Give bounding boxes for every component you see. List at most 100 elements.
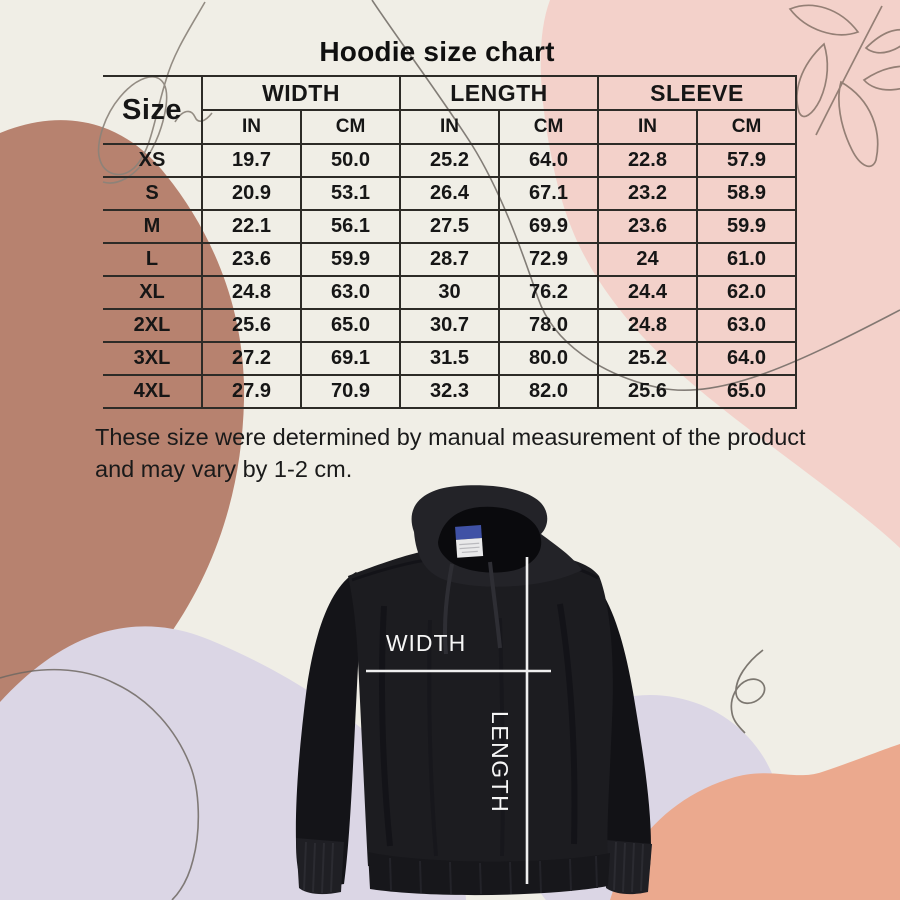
table-cell: 64.0 [696, 341, 797, 376]
note-text: These size were determined by manual mea… [95, 421, 855, 485]
page-title: Hoodie size chart [319, 36, 555, 67]
table-cell: 24.4 [597, 275, 698, 310]
table-cell: 19.7 [201, 143, 302, 178]
unit-header: IN [201, 109, 302, 145]
table-cell: 69.1 [300, 341, 401, 376]
table-cell: 25.2 [399, 143, 500, 178]
table-cell: 59.9 [696, 209, 797, 244]
group-header-length: LENGTH [399, 75, 599, 111]
table-cell: 76.2 [498, 275, 599, 310]
table-row: M 22.1 56.1 27.5 69.9 23.6 59.9 [103, 209, 797, 244]
hoodie-drawstrings [442, 561, 502, 655]
length-label: LENGTH [487, 711, 513, 814]
hoodie-right-sleeve [574, 566, 651, 891]
table-cell: 32.3 [399, 374, 500, 409]
note-line-1: These size were determined by manual mea… [95, 424, 806, 450]
hoodie-photo [295, 485, 652, 896]
table-row: 3XL 27.2 69.1 31.5 80.0 25.2 64.0 [103, 341, 797, 376]
table-cell: 25.6 [201, 308, 302, 343]
table-cell: 65.0 [696, 374, 797, 409]
hoodie-creases [351, 556, 599, 857]
width-label: WIDTH [385, 630, 467, 656]
table-body: XS 19.7 50.0 25.2 64.0 22.8 57.9 S 20.9 53.1 26.4 6… [103, 143, 797, 409]
table-cell: 25.2 [597, 341, 698, 376]
table-cell: 23.6 [201, 242, 302, 277]
table-cell: 78.0 [498, 308, 599, 343]
table-cell: 24 [597, 242, 698, 277]
group-header-sleeve: SLEEVE [597, 75, 797, 111]
size-cell: M [103, 209, 203, 244]
table-cell: 80.0 [498, 341, 599, 376]
table-cell: 57.9 [696, 143, 797, 178]
table-cell: 27.2 [201, 341, 302, 376]
table-cell: 61.0 [696, 242, 797, 277]
squiggle-line-bottom-left [0, 668, 200, 900]
unit-header: IN [597, 109, 698, 145]
table-row: 4XL 27.9 70.9 32.3 82.0 25.6 65.0 [103, 374, 797, 409]
table-cell: 63.0 [300, 275, 401, 310]
table-header: Size WIDTH LENGTH SLEEVE IN CM IN CM IN CM [103, 75, 797, 145]
unit-header: CM [696, 109, 797, 145]
size-cell: XL [103, 275, 203, 310]
group-header-width: WIDTH [201, 75, 401, 111]
size-cell: XS [103, 143, 203, 178]
note-line-2: and may vary by 1-2 cm. [95, 456, 353, 482]
size-cell: 3XL [103, 341, 203, 376]
hoodie-left-cuff [296, 838, 344, 895]
table-cell: 82.0 [498, 374, 599, 409]
table-cell: 24.8 [201, 275, 302, 310]
table-cell: 27.9 [201, 374, 302, 409]
size-cell: L [103, 242, 203, 277]
table-cell: 59.9 [300, 242, 401, 277]
hoodie-hem [368, 852, 610, 896]
table-cell: 67.1 [498, 176, 599, 211]
unit-header: CM [498, 109, 599, 145]
table-cell: 20.9 [201, 176, 302, 211]
hoodie-body [348, 547, 613, 873]
table-cell: 62.0 [696, 275, 797, 310]
size-cell: 2XL [103, 308, 203, 343]
size-column-header: Size [103, 75, 203, 145]
table-cell: 70.9 [300, 374, 401, 409]
table-cell: 27.5 [399, 209, 500, 244]
size-cell: S [103, 176, 203, 211]
table-cell: 56.1 [300, 209, 401, 244]
table-cell: 26.4 [399, 176, 500, 211]
table-cell: 53.1 [300, 176, 401, 211]
table-cell: 24.8 [597, 308, 698, 343]
table-cell: 69.9 [498, 209, 599, 244]
size-chart-table: Size WIDTH LENGTH SLEEVE IN CM IN CM IN CM XS 19.7… [103, 75, 797, 409]
hoodie-right-cuff [606, 840, 652, 895]
leaf-doodle [788, 4, 900, 168]
table-cell: 31.5 [399, 341, 500, 376]
lavender-blob [0, 626, 466, 900]
unit-header: CM [300, 109, 401, 145]
table-row: 2XL 25.6 65.0 30.7 78.0 24.8 63.0 [103, 308, 797, 343]
table-row: XS 19.7 50.0 25.2 64.0 22.8 57.9 [103, 143, 797, 178]
table-cell: 50.0 [300, 143, 401, 178]
curl-doodle [730, 649, 766, 734]
table-cell: 23.6 [597, 209, 698, 244]
table-cell: 64.0 [498, 143, 599, 178]
hoodie-neck-tag [455, 525, 484, 558]
table-cell: 23.2 [597, 176, 698, 211]
table-cell: 65.0 [300, 308, 401, 343]
size-cell: 4XL [103, 374, 203, 409]
hoodie-left-sleeve [295, 572, 366, 889]
unit-header: IN [399, 109, 500, 145]
table-cell: 72.9 [498, 242, 599, 277]
table-row: L 23.6 59.9 28.7 72.9 24 61.0 [103, 242, 797, 277]
table-cell: 25.6 [597, 374, 698, 409]
table-cell: 30.7 [399, 308, 500, 343]
table-cell: 22.1 [201, 209, 302, 244]
table-cell: 28.7 [399, 242, 500, 277]
table-row: S 20.9 53.1 26.4 67.1 23.2 58.9 [103, 176, 797, 211]
table-cell: 58.9 [696, 176, 797, 211]
table-cell: 63.0 [696, 308, 797, 343]
table-row: XL 24.8 63.0 30 76.2 24.4 62.0 [103, 275, 797, 310]
salmon-blob [610, 744, 900, 900]
table-cell: 30 [399, 275, 500, 310]
table-cell: 22.8 [597, 143, 698, 178]
